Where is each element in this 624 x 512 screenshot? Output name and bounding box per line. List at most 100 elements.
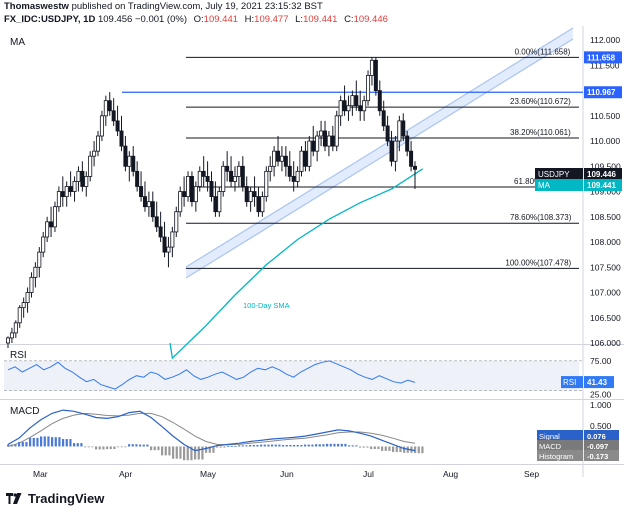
macd-line (7, 409, 416, 452)
candle-body (193, 186, 198, 203)
macd-pane-label: MACD (10, 406, 39, 417)
candle-body (366, 75, 371, 102)
resistance-badge: 110.967 (587, 88, 616, 97)
macd-histogram-bar (340, 443, 343, 447)
y-tick-label: 111.500 (590, 60, 620, 70)
candle-body (131, 155, 136, 172)
macd-histogram-bar (51, 437, 54, 447)
macd-histogram-bar (7, 444, 10, 447)
candle-body (88, 155, 93, 177)
macd-histogram-bar (29, 437, 32, 447)
candle-body (41, 236, 46, 253)
candle-body (221, 165, 226, 192)
macd-histogram-bar (113, 446, 116, 450)
macd-histogram-bar (54, 437, 57, 447)
macd-histogram-bar (124, 446, 127, 448)
macd-histogram-bar (212, 446, 215, 453)
macd-histogram-bar (311, 444, 314, 447)
ma-pane-label: MA (10, 37, 25, 48)
y-tick-label: 108.000 (590, 237, 621, 247)
ma-badge-label: MA (538, 181, 551, 190)
macd-histogram-bar (307, 444, 310, 447)
histogram-badge-value-bg (584, 450, 619, 461)
macd-histogram-bar (14, 444, 17, 447)
sma-label: 100-Day SMA (243, 301, 290, 310)
usdjpy-badge-label-bg (535, 168, 583, 180)
x-tick-label: Apr (119, 469, 132, 479)
low-value: 109.441 (303, 14, 338, 25)
candle-body (350, 95, 355, 107)
candle-body (272, 150, 277, 167)
close-value: 109.446 (353, 14, 388, 25)
macd-histogram-bar (403, 446, 406, 453)
symbol-label[interactable]: FX_IDC:USDJPY, 1D (4, 14, 96, 25)
macd-histogram-bar (205, 446, 208, 453)
macd-histogram-bar (366, 446, 369, 448)
signal-badge-label: Signal (539, 432, 560, 441)
candle-body (60, 191, 65, 197)
macd-histogram-bar (58, 437, 61, 447)
candle-body (311, 140, 316, 152)
candle-body (252, 191, 257, 197)
candle-body (397, 120, 402, 142)
candle-body (205, 176, 210, 182)
author-name[interactable]: Thomaswestw (4, 1, 69, 12)
macd-histogram-bar (344, 443, 347, 447)
candle-body (33, 266, 38, 278)
macd-histogram-bar (208, 446, 211, 453)
macd-histogram-bar (65, 439, 68, 447)
macd-histogram-bar (293, 444, 296, 447)
candle-body (142, 196, 147, 208)
macd-histogram-bar (274, 444, 277, 447)
ohlc-line: FX_IDC:USDJPY, 1D 109.456 −0.001 (0%) O:… (4, 14, 388, 25)
macd-histogram-bar (164, 446, 167, 456)
macd-histogram-bar (168, 446, 171, 456)
open-label: O: (193, 14, 204, 25)
candle-body (29, 276, 34, 293)
candle-body (405, 135, 410, 152)
candle-body (25, 292, 30, 304)
macd-histogram-bar (40, 436, 43, 447)
candle-body (276, 150, 281, 162)
ma-badge-value-bg (584, 179, 622, 191)
candle-body (268, 165, 273, 172)
rsi-band (4, 360, 579, 391)
macd-histogram-bar (278, 444, 281, 447)
macd-histogram-bar (69, 439, 72, 447)
macd-histogram-bar (43, 436, 46, 447)
macd-histogram-bar (62, 439, 65, 447)
candle-body (92, 150, 97, 157)
tradingview-logo[interactable]: TradingView (6, 491, 104, 506)
candle-body (362, 100, 367, 112)
macd-histogram-bar (194, 446, 197, 460)
macd-histogram-bar (157, 446, 160, 451)
fib-level-label: 38.20%(110.061) (510, 128, 571, 137)
macd-histogram-bar (384, 446, 387, 451)
macd-histogram-bar (117, 446, 120, 448)
candle-body (244, 186, 249, 203)
candle-body (373, 59, 378, 91)
macd-histogram-bar (98, 446, 101, 450)
high-value: 109.477 (254, 14, 289, 25)
macd-histogram-bar (355, 445, 358, 447)
sma-100-line (169, 168, 424, 360)
candle-body (338, 100, 343, 117)
candle-body (189, 176, 194, 203)
resistance-badge-bg (584, 86, 622, 99)
macd-histogram-bar (146, 444, 149, 447)
candle-body (186, 176, 191, 197)
usdjpy-badge: USDJPY 109.446 (535, 168, 622, 180)
macd-histogram-bar (333, 443, 336, 447)
candle-body (123, 145, 128, 167)
macd-histogram-bar (296, 444, 299, 447)
candle-body (412, 165, 417, 170)
macd-histogram-bar (91, 446, 94, 448)
candle-body (111, 110, 116, 122)
ma-badge: MA 109.441 (535, 179, 622, 191)
usdjpy-badge-value: 109.446 (587, 170, 616, 179)
macd-histogram-bar (161, 446, 164, 456)
candle-body (248, 191, 253, 203)
macd-histogram-bar (142, 444, 145, 447)
macd-histogram-bar (245, 445, 248, 447)
